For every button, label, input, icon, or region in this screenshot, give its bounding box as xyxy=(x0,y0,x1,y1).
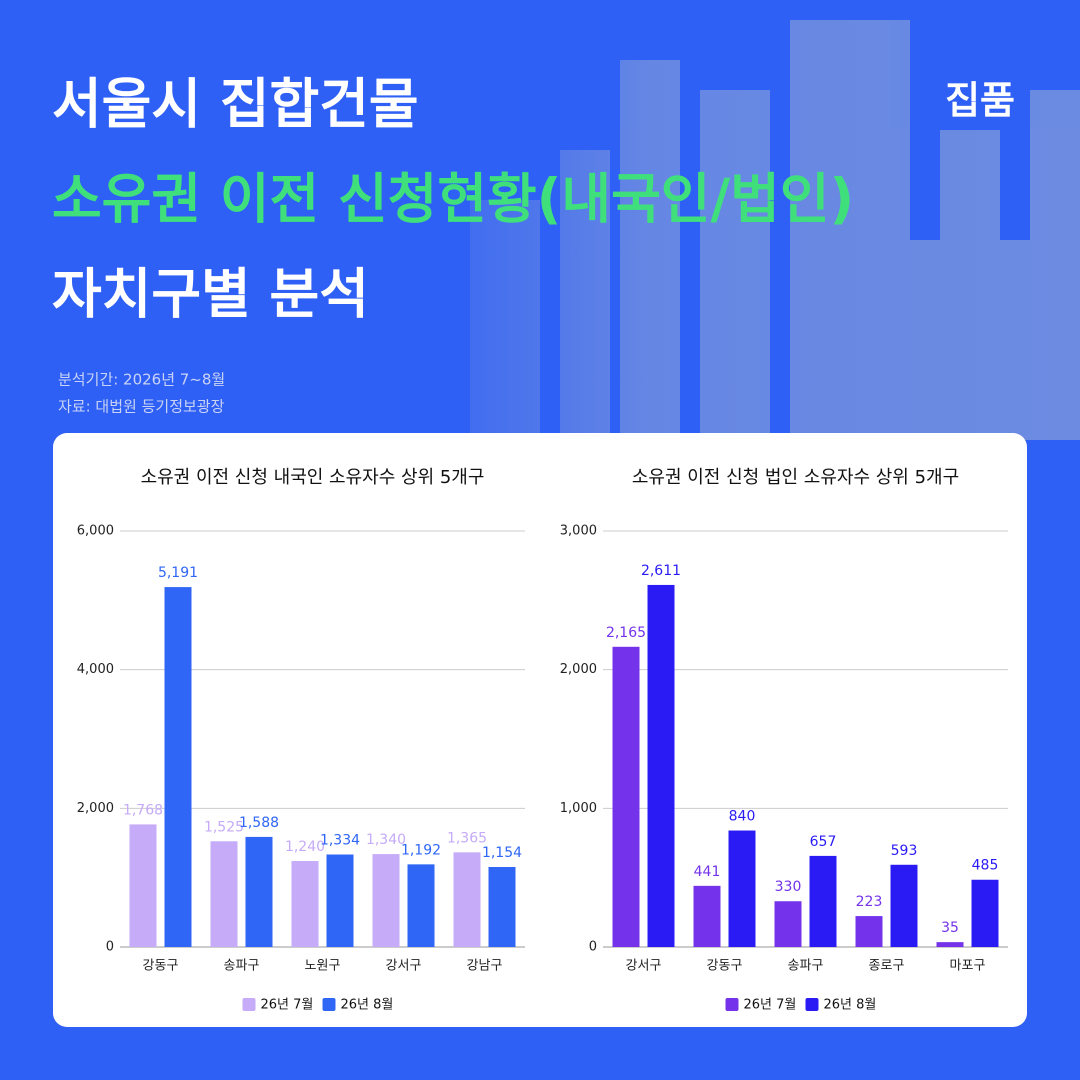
bar xyxy=(372,854,400,947)
chart-title: 소유권 이전 신청 법인 소유자수 상위 5개구 xyxy=(632,467,959,488)
y-tick-label: 0 xyxy=(106,940,114,955)
title-line: 소유권 이전 신청현황(내국인/법인) xyxy=(52,168,854,231)
bar xyxy=(936,942,964,947)
value-label: 223 xyxy=(856,894,883,910)
y-tick-label: 2,000 xyxy=(77,801,114,816)
bar xyxy=(164,587,192,947)
x-tick-label: 송파구 xyxy=(788,959,824,974)
value-label: 1,525 xyxy=(204,819,244,835)
bar xyxy=(453,852,481,947)
y-tick-label: 4,000 xyxy=(77,662,114,677)
value-label: 657 xyxy=(810,834,837,850)
value-label: 1,588 xyxy=(239,815,279,831)
brand: 집품 xyxy=(945,79,1015,123)
value-label: 1,340 xyxy=(366,832,406,848)
overlay xyxy=(0,0,1080,440)
x-tick-label: 강동구 xyxy=(143,959,179,974)
value-label: 593 xyxy=(891,843,918,859)
bar xyxy=(245,836,273,947)
charts: 소유권 이전 신청 내국인 소유자수 상위 5개구 0 2,000 4,000 6,00… xyxy=(77,467,1008,1013)
x-tick-label: 송파구 xyxy=(224,959,260,974)
legend-swatch xyxy=(242,998,256,1011)
value-label: 1,365 xyxy=(447,830,487,846)
legend-label: 26년 7월 xyxy=(744,998,797,1013)
bar xyxy=(693,885,721,947)
title-line: 자치구별 분석 xyxy=(52,263,369,326)
bar xyxy=(291,861,319,947)
legend-label: 26년 8월 xyxy=(341,998,394,1013)
y-tick-label: 6,000 xyxy=(77,524,114,539)
bar xyxy=(890,864,918,947)
y-tick-label: 1,000 xyxy=(560,801,597,816)
bar xyxy=(774,901,802,947)
value-label: 485 xyxy=(972,858,999,874)
value-label: 840 xyxy=(729,809,756,825)
value-label: 1,154 xyxy=(482,845,522,861)
x-tick-label: 강남구 xyxy=(467,959,503,974)
value-label: 330 xyxy=(775,879,802,895)
legend-swatch xyxy=(725,998,739,1011)
legend-label: 26년 7월 xyxy=(261,998,314,1013)
y-tick-label: 3,000 xyxy=(560,524,597,539)
bar xyxy=(971,879,999,947)
x-tick-label: 노원구 xyxy=(305,959,341,974)
legend-swatch xyxy=(805,998,819,1011)
bar xyxy=(612,646,640,947)
x-tick-label: 마포구 xyxy=(950,959,986,974)
bar xyxy=(488,866,516,947)
bar xyxy=(728,830,756,947)
bar xyxy=(809,855,837,947)
value-label: 1,240 xyxy=(285,839,325,855)
chart-title: 소유권 이전 신청 내국인 소유자수 상위 5개구 xyxy=(141,467,485,488)
bar xyxy=(855,916,883,947)
bar xyxy=(647,584,675,947)
source: 자료: 대법원 등기정보광장 xyxy=(58,398,225,416)
bar xyxy=(407,864,435,947)
x-tick-label: 강서구 xyxy=(386,959,422,974)
legend-label: 26년 8월 xyxy=(824,998,877,1013)
x-tick-label: 강서구 xyxy=(626,959,662,974)
period: 분석기간: 2026년 7~8월 xyxy=(58,371,225,389)
value-label: 1,192 xyxy=(401,842,441,858)
bar xyxy=(129,824,157,947)
legend-swatch xyxy=(322,998,336,1011)
value-label: 5,191 xyxy=(158,565,198,581)
value-label: 2,611 xyxy=(641,563,681,579)
value-label: 2,165 xyxy=(606,625,646,641)
x-tick-label: 강동구 xyxy=(707,959,743,974)
value-label: 1,768 xyxy=(123,802,163,818)
value-label: 1,334 xyxy=(320,833,360,849)
value-label: 441 xyxy=(694,864,721,880)
bar xyxy=(210,841,238,947)
y-tick-label: 2,000 xyxy=(560,662,597,677)
x-tick-label: 종로구 xyxy=(869,959,905,974)
value-label: 35 xyxy=(941,920,959,936)
y-tick-label: 0 xyxy=(589,940,597,955)
bar xyxy=(326,854,354,947)
title-line: 서울시 집합건물 xyxy=(52,73,419,136)
